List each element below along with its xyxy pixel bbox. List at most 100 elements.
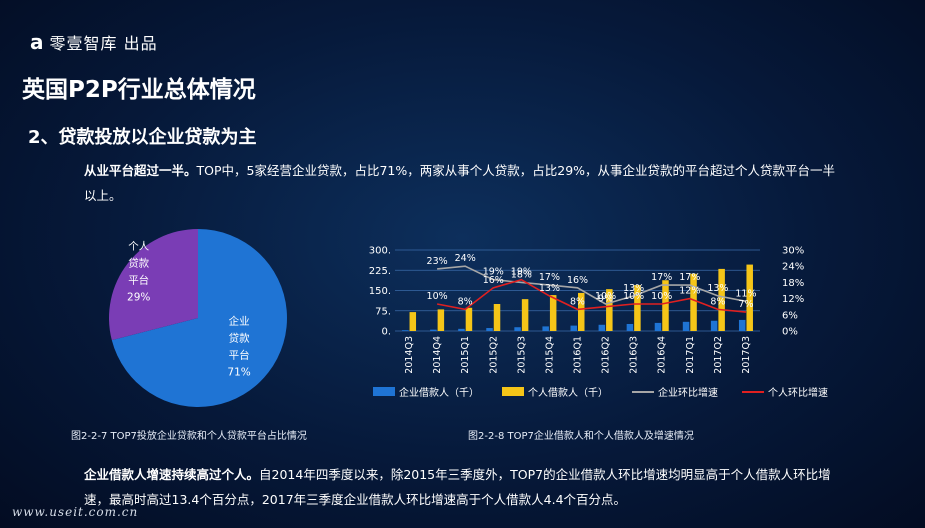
legend-swatch [632, 390, 654, 393]
bar-enterprise [738, 319, 746, 331]
combo-chart: 0. 75. 150. 225. 300. 0% 6% 12% 18% 24% 30% 23% 24% 1… [369, 246, 805, 374]
pie-label: 平台 [128, 274, 149, 287]
legend-swatch [373, 387, 395, 396]
bar-enterprise [486, 328, 493, 331]
watermark: www.useit.com.cn [12, 505, 139, 519]
category-label: 2015Q4 [544, 336, 555, 374]
category-label: 2017Q3 [741, 336, 752, 374]
bar-personal [437, 309, 445, 331]
left-axis-tick: 150. [369, 286, 391, 297]
paragraph-platforms-lead: 从业平台超过一半。 [84, 163, 197, 178]
pie-label: 平台 [229, 348, 250, 361]
legend-label: 企业借款人（千） [399, 388, 479, 399]
bar-enterprise [710, 320, 718, 331]
section-heading: 2、贷款投放以企业贷款为主 [28, 127, 257, 148]
growth-data-label: 10% [623, 291, 644, 302]
growth-data-label: 17% [679, 272, 700, 283]
bar-personal [606, 289, 613, 331]
bar-personal [690, 273, 697, 331]
bar-enterprise [682, 321, 690, 331]
legend-label: 个人借款人（千） [528, 388, 608, 399]
bar-personal [493, 304, 501, 331]
growth-data-label: 23% [427, 256, 448, 267]
category-label: 2016Q2 [601, 336, 612, 374]
growth-data-label: 19% [511, 267, 532, 278]
brand-name: 零壹智库 出品 [49, 34, 158, 53]
growth-data-label: 9% [598, 294, 613, 305]
bar-enterprise [514, 327, 521, 331]
category-label: 2014Q4 [432, 336, 443, 374]
pie-label: 个人 [128, 241, 149, 253]
pie-slice [109, 229, 198, 341]
pie-label: 71% [227, 366, 250, 378]
left-axis-tick: 300. [369, 246, 391, 257]
bar-personal [634, 285, 641, 331]
bar-enterprise [402, 330, 409, 331]
right-axis-tick: 12% [782, 294, 804, 305]
legend-enterprise-growth: 企业环比增速 [632, 384, 718, 399]
growth-data-label: 13% [539, 283, 560, 294]
pie-label: 贷款 [128, 257, 149, 270]
category-label: 2015Q1 [460, 336, 471, 374]
category-label: 2016Q3 [629, 336, 640, 374]
brand: a 零壹智库 出品 [30, 30, 158, 54]
bar-enterprise [626, 323, 634, 331]
bar-personal [718, 268, 725, 331]
bar-personal [409, 312, 417, 331]
combo-caption: 图2-2-8 TOP7企业借款人和个人借款人及增速情况 [468, 431, 694, 442]
bar-personal [549, 295, 557, 331]
right-axis-tick: 30% [782, 246, 804, 257]
paragraph-growth: 企业借款人增速持续高过个人。自2014年四季度以来，除2015年三季度外，TOP… [84, 462, 844, 512]
category-label: 2017Q1 [685, 336, 696, 374]
bar-enterprise [654, 322, 662, 331]
pie-label: 贷款 [229, 331, 250, 344]
growth-data-label: 17% [539, 272, 560, 283]
category-label: 2015Q2 [488, 336, 499, 374]
category-label: 2016Q4 [657, 336, 668, 374]
growth-data-label: 11% [735, 288, 756, 299]
growth-data-label: 13% [623, 283, 644, 294]
left-axis-tick: 225. [369, 266, 391, 277]
legend-swatch [742, 390, 764, 393]
growth-data-label: 16% [483, 275, 504, 286]
growth-data-label: 17% [651, 272, 672, 283]
line-personal-growth [436, 278, 747, 313]
pie-slice [111, 229, 288, 407]
left-axis-tick: 75. [375, 306, 391, 317]
bar-personal [746, 264, 753, 331]
right-axis-tick: 24% [782, 262, 804, 273]
bar-enterprise [542, 326, 549, 331]
bar-enterprise [458, 328, 465, 331]
right-axis-tick: 0% [782, 327, 798, 338]
bar-personal [578, 292, 585, 331]
page-title: 英国P2P行业总体情况 [22, 77, 256, 103]
bar-personal [465, 307, 473, 331]
category-label: 2015Q3 [516, 336, 527, 374]
pie-caption: 图2-2-7 TOP7投放企业贷款和个人贷款平台占比情况 [71, 431, 307, 442]
growth-data-label: 18% [511, 269, 532, 280]
brand-logo: a [30, 30, 44, 54]
growth-data-label: 10% [651, 291, 672, 302]
paragraph-growth-lead: 企业借款人增速持续高过个人。 [84, 467, 260, 482]
legend-enterprise-borrowers: 企业借款人（千） [373, 384, 479, 399]
growth-data-label: 16% [567, 275, 588, 286]
bar-personal [521, 299, 529, 331]
paragraph-platforms: 从业平台超过一半。TOP中，5家经营企业贷款，占比71%，两家从事个人贷款，占比… [84, 158, 844, 208]
bar-enterprise [430, 329, 437, 331]
growth-data-label: 12% [679, 286, 700, 297]
growth-data-label: 24% [455, 253, 476, 264]
bar-personal [662, 280, 669, 331]
growth-data-label: 7% [738, 299, 753, 310]
legend-swatch [502, 387, 524, 396]
growth-data-label: 8% [710, 296, 725, 307]
category-label: 2016Q1 [573, 336, 584, 374]
legend-personal-borrowers: 个人借款人（千） [502, 384, 608, 399]
growth-data-label: 8% [458, 296, 473, 307]
line-enterprise-growth [437, 265, 747, 305]
right-axis-tick: 18% [782, 278, 804, 289]
growth-data-label: 10% [427, 291, 448, 302]
pie-label: 企业 [229, 314, 250, 327]
category-label: 2014Q3 [404, 336, 415, 374]
paragraph-growth-body: 自2014年四季度以来，除2015年三季度外，TOP7的企业借款人环比增速均明显… [84, 467, 831, 507]
